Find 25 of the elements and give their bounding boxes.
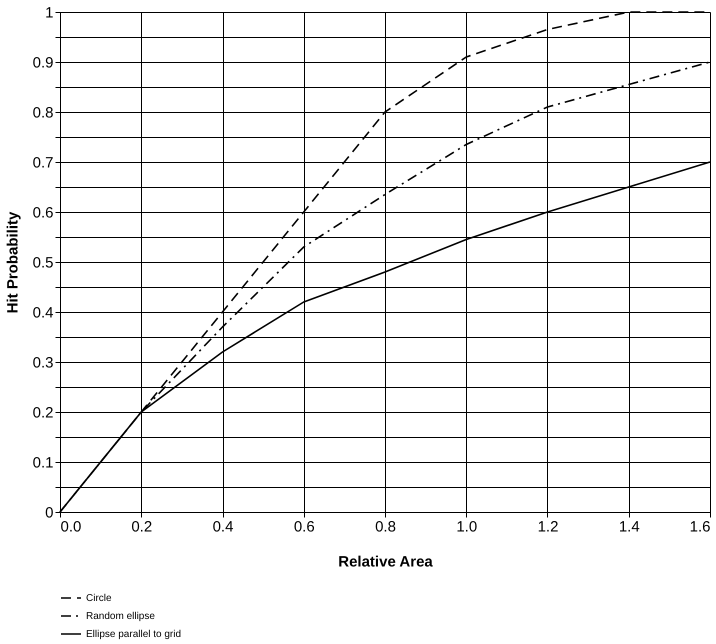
x-tick-label: 1.0	[456, 518, 478, 536]
y-tick-label: 0	[45, 504, 54, 522]
y-tick-label: 0.4	[32, 304, 54, 322]
y-tick-label: 0.9	[32, 54, 54, 72]
y-tick-label: 0.2	[32, 404, 54, 422]
x-tick-label: 0.4	[212, 518, 234, 536]
legend-label: Circle	[86, 593, 112, 604]
y-tick-label: 0.6	[32, 204, 54, 222]
x-tick-label: 0.0	[60, 518, 82, 536]
x-tick-label: 0.6	[294, 518, 315, 536]
x-tick-label: 0.2	[131, 518, 152, 536]
x-tick-label: 1.4	[618, 518, 640, 536]
x-tick-label: 0.8	[375, 518, 396, 536]
y-tick-label: 1	[45, 4, 54, 22]
y-tick-label: 0.8	[32, 104, 54, 122]
x-tick-label: 1.6	[690, 518, 710, 536]
legend-label: Random ellipse	[86, 611, 156, 622]
y-axis-title: Hit Probability	[4, 211, 22, 314]
y-tick-label: 0.3	[32, 354, 54, 372]
y-tick-label: 0.5	[32, 254, 54, 272]
x-axis-title: Relative Area	[338, 554, 434, 570]
x-tick-label: 1.2	[538, 518, 558, 536]
y-tick-label: 0.1	[32, 454, 54, 472]
y-tick-label: 0.7	[32, 154, 54, 172]
legend-label: Ellipse parallel to grid	[86, 629, 182, 640]
